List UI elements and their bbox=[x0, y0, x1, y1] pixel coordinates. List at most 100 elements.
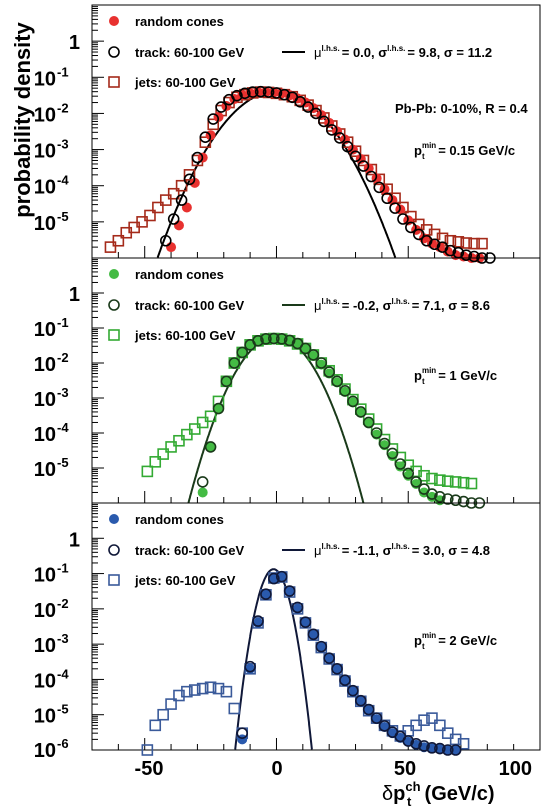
data-point-track bbox=[310, 107, 322, 120]
data-point-jets bbox=[228, 702, 241, 715]
data-point-jets bbox=[165, 441, 177, 453]
data-point-track bbox=[347, 395, 359, 408]
data-point-jets bbox=[434, 719, 446, 732]
x-axis-label: δpch (GeV/c) bbox=[382, 779, 495, 805]
data-point-track bbox=[207, 113, 220, 125]
y-tick-exponent: -5 bbox=[57, 209, 69, 224]
data-point-track bbox=[183, 173, 196, 186]
data-point-random-cones bbox=[213, 403, 224, 414]
data-point-jets bbox=[220, 685, 233, 698]
data-point-jets bbox=[460, 237, 473, 249]
data-point-random-cones bbox=[260, 589, 271, 600]
data-point-track bbox=[283, 585, 296, 597]
data-point-track bbox=[370, 712, 383, 724]
data-point-random-cones bbox=[237, 347, 248, 358]
data-point-track bbox=[323, 366, 335, 378]
data-point-track bbox=[260, 333, 272, 345]
y-tick-label: 10 bbox=[34, 177, 56, 199]
data-point-jets bbox=[112, 234, 125, 247]
data-point-track bbox=[410, 737, 422, 750]
data-point-track bbox=[315, 357, 328, 369]
data-point-track bbox=[291, 601, 304, 614]
y-tick-label: 10 bbox=[34, 635, 56, 657]
data-point-track bbox=[402, 467, 415, 480]
data-point-jets bbox=[204, 410, 217, 423]
y-tick-exponent: -4 bbox=[57, 666, 69, 681]
data-point-jets bbox=[426, 472, 438, 485]
data-point-random-cones bbox=[332, 664, 343, 675]
gaussian-fit-curve bbox=[187, 335, 365, 504]
data-point-random-cones bbox=[300, 344, 311, 355]
data-point-track bbox=[449, 494, 462, 507]
data-point-random-cones bbox=[339, 676, 350, 687]
data-point-jets bbox=[167, 187, 180, 200]
data-point-jets bbox=[196, 416, 209, 429]
data-point-jets bbox=[188, 684, 201, 696]
data-point-track bbox=[389, 202, 401, 214]
data-point-track bbox=[299, 342, 312, 355]
data-point-track bbox=[333, 132, 346, 144]
data-point-track bbox=[323, 652, 335, 664]
data-point-track bbox=[278, 88, 291, 101]
data-point-track bbox=[252, 615, 264, 627]
data-point-track bbox=[331, 375, 343, 388]
data-point-jets bbox=[141, 744, 154, 756]
x-tick-label: -50 bbox=[135, 758, 164, 780]
data-point-track bbox=[191, 151, 204, 164]
data-point-jets bbox=[173, 689, 185, 702]
data-point-track bbox=[468, 250, 480, 263]
legend-label-track: track: 60-100 GeV bbox=[135, 543, 244, 558]
data-point-jets bbox=[199, 136, 212, 148]
data-point-random-cones bbox=[166, 242, 177, 253]
y-tick-label: 10 bbox=[34, 354, 56, 376]
data-point-jets bbox=[441, 475, 454, 487]
legend-label-fit: μl.h.s. = 0.0, σl.h.s. = 9.8, σ = 11.2 bbox=[314, 44, 492, 60]
data-point-random-cones bbox=[308, 630, 319, 641]
ptmin-subscript: t bbox=[422, 152, 425, 161]
y-tick-exponent: -2 bbox=[57, 350, 69, 365]
legend-marker-track bbox=[108, 299, 120, 311]
y-tick-exponent: -5 bbox=[57, 702, 69, 717]
y-tick-exponent: -3 bbox=[57, 631, 69, 646]
y-tick-exponent: -3 bbox=[57, 385, 69, 400]
ptmin-label: pmin = 1 GeV/c bbox=[414, 366, 497, 383]
data-point-jets bbox=[457, 476, 470, 489]
data-point-track bbox=[252, 335, 264, 347]
data-point-random-cones bbox=[229, 358, 240, 368]
data-point-track bbox=[402, 735, 415, 747]
y-tick-label: 10 bbox=[34, 104, 56, 126]
data-point-jets bbox=[181, 685, 193, 698]
data-point-random-cones bbox=[300, 617, 311, 628]
data-point-track bbox=[449, 744, 462, 756]
data-point-random-cones bbox=[189, 177, 200, 188]
data-point-track bbox=[215, 101, 227, 113]
data-point-track bbox=[159, 234, 172, 247]
data-point-track bbox=[270, 87, 283, 99]
data-point-track bbox=[196, 476, 209, 488]
data-point-track bbox=[307, 628, 320, 641]
y-axis-label: probability density bbox=[10, 21, 35, 217]
data-point-jets bbox=[157, 448, 169, 460]
data-point-track bbox=[410, 476, 422, 488]
data-point-track bbox=[339, 385, 351, 397]
y-tick-exponent: -2 bbox=[57, 596, 69, 611]
y-tick-exponent: -4 bbox=[57, 420, 69, 435]
data-point-track bbox=[405, 221, 417, 234]
data-point-track bbox=[418, 740, 430, 752]
data-point-random-cones bbox=[324, 653, 335, 664]
ptmin-label: pmin = 0.15 GeV/c bbox=[414, 141, 515, 158]
data-point-random-cones bbox=[450, 745, 461, 755]
data-point-track bbox=[294, 95, 306, 108]
data-point-track bbox=[236, 727, 249, 739]
data-point-track bbox=[212, 402, 225, 415]
y-tick-label: 10 bbox=[34, 740, 56, 762]
data-point-track bbox=[341, 140, 354, 153]
data-point-jets bbox=[141, 465, 154, 478]
x-tick-label: 100 bbox=[499, 758, 532, 780]
data-point-jets bbox=[212, 682, 225, 695]
data-point-random-cones bbox=[197, 487, 208, 498]
data-point-track bbox=[199, 131, 212, 143]
